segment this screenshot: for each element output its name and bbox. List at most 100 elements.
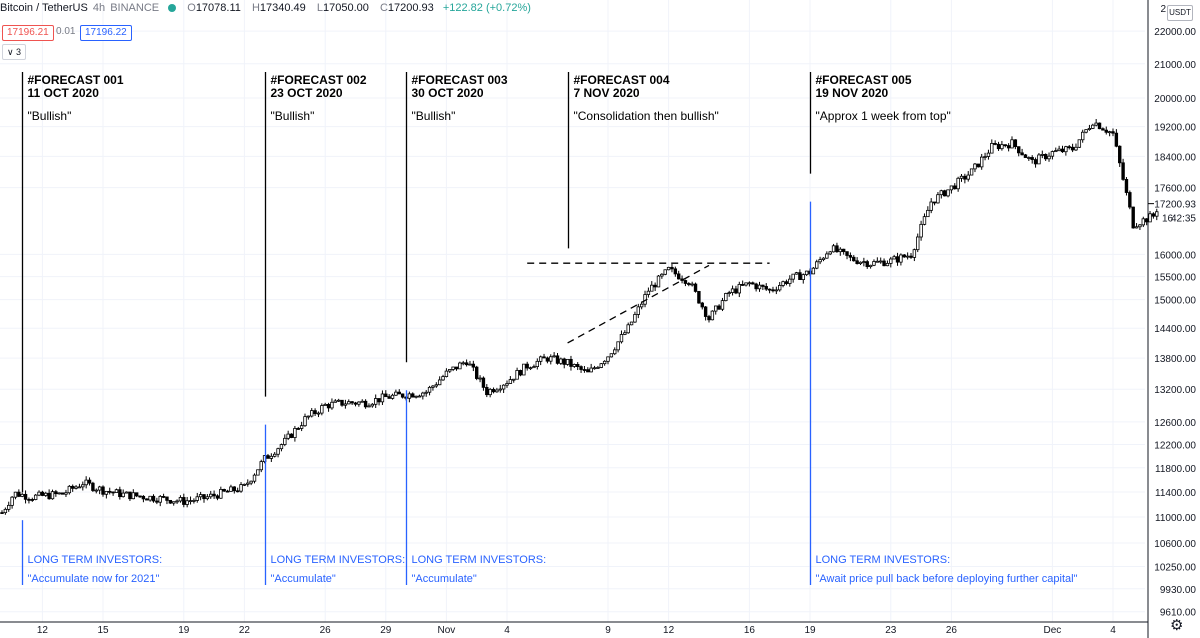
sell-price-button[interactable]: 17196.21 [2,25,54,41]
candle-body [798,272,802,281]
candle-body [215,495,220,499]
gear-icon[interactable]: ⚙ [1170,617,1184,634]
candle-body [299,425,304,429]
candle-body [936,194,940,204]
candle-body [522,363,526,376]
close-value: 17200.93 [387,2,434,15]
investor-quote: "Accumulate" [271,573,336,585]
candle-body [528,367,533,370]
candle-body [431,385,435,388]
change-value: +122.82 (+0.72%) [442,2,531,15]
candle-body [340,399,344,406]
candle-body [650,284,654,292]
candle-body [1097,122,1102,130]
candle-body [441,376,445,381]
candle-body [286,433,290,439]
collapse-indicators-button[interactable]: ∨ 3 [2,44,26,60]
candle-body [1148,213,1152,223]
buy-price-button[interactable]: 17196.22 [80,25,132,41]
candle-body [552,355,556,358]
forecast-date: 23 OCT 2020 [271,86,343,100]
candle-body [980,156,984,168]
candle-body [175,500,179,503]
candle-body [629,321,634,326]
forecast-quote: "Bullish" [28,109,72,123]
candle-body [454,366,459,370]
x-tick-label: 4 [504,625,510,636]
candle-body [380,393,385,403]
candle-body [1084,129,1088,133]
candle-body [114,489,119,493]
candle-body [488,388,492,396]
candle-body [303,416,307,427]
candle-body [1114,132,1119,147]
candle-body [986,152,991,157]
candle-body [586,369,590,373]
candle-body [145,498,149,501]
x-tick-label: 16 [744,625,756,636]
candle-body [23,493,28,500]
y-tick-label: 11000.00 [1155,513,1196,524]
candle-body [81,484,85,488]
x-tick-label: 26 [320,625,332,636]
x-tick-label: 19 [804,625,816,636]
x-tick-label: 26 [946,625,958,636]
currency-button[interactable]: USDT [1167,5,1193,21]
candle-body [0,512,4,514]
candle-body [868,264,873,268]
candle-body [387,396,391,399]
candle-body [306,415,311,418]
candle-body [1107,131,1112,134]
candle-body [754,283,758,290]
y-tick-label: 11800.00 [1155,464,1196,475]
candle-body [609,353,614,358]
candle-body [538,356,543,362]
candle-body [390,394,395,399]
candle-body [1027,157,1031,159]
candle-body [1144,218,1149,223]
investor-quote: "Accumulate" [412,573,477,585]
candle-body [922,216,927,225]
candle-body [74,486,78,489]
candle-body [1043,154,1048,160]
candle-body [993,143,997,145]
candle-body [636,306,640,315]
x-tick-label: 12 [663,625,675,636]
candle-body [289,433,294,438]
forecast-date: 7 NOV 2020 [574,86,640,100]
candle-body [1010,139,1014,149]
candle-body [394,391,398,396]
candle-body [791,273,795,280]
candle-body [653,284,657,288]
candle-body [767,288,772,291]
candle-body [1037,154,1041,165]
x-tick-label: 9 [605,625,611,636]
candle-body [50,491,55,500]
candle-body [219,489,223,499]
candle-body [411,393,415,398]
candle-body [165,496,169,501]
candle-body [693,283,698,292]
symbol-name[interactable]: Bitcoin / TetherUS [0,2,88,15]
candle-body [296,428,300,430]
high-value: 17340.49 [259,2,306,15]
candle-body [87,479,92,484]
candle-body [108,490,112,493]
candle-body [242,483,247,486]
candle-body [182,497,186,505]
candle-body [825,253,829,259]
candle-body [209,493,213,498]
candle-body [848,255,853,258]
candle-body [734,288,738,294]
candle-body [316,412,321,415]
candle-body [963,175,967,180]
candle-body [235,490,240,493]
candle-body [525,363,529,369]
candle-body [953,185,957,190]
candle-body [1104,129,1108,133]
candle-body [367,405,371,408]
candle-body [17,491,21,497]
candle-body [764,286,768,290]
candle-body [596,367,600,369]
